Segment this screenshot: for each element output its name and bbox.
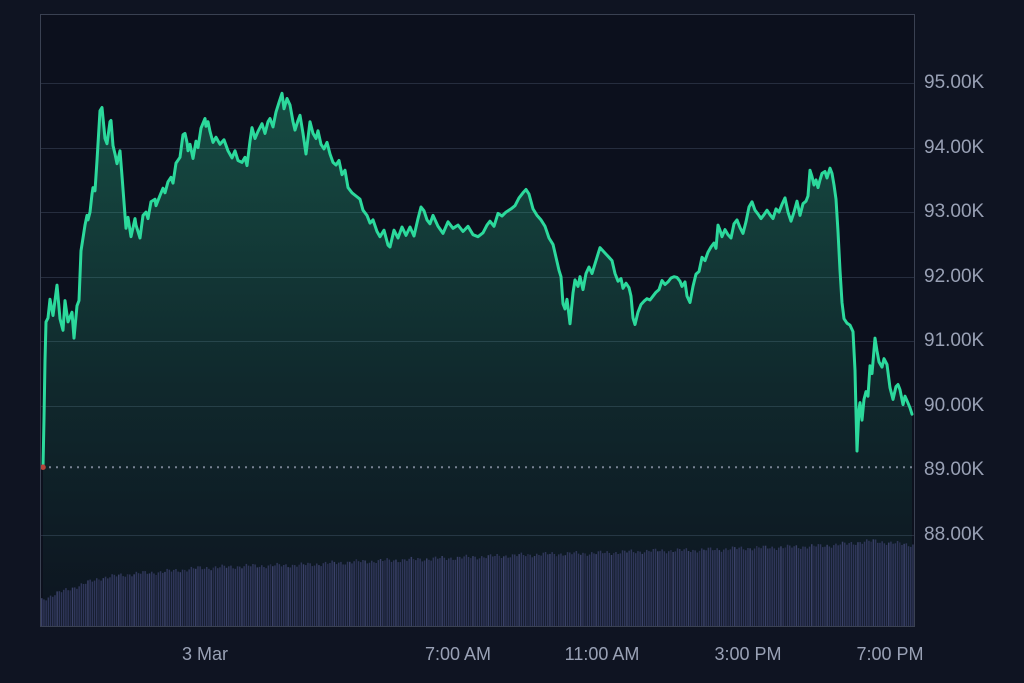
plot-frame (40, 14, 915, 627)
price-line (41, 91, 914, 469)
y-axis-label: 88.00K (924, 524, 985, 545)
x-axis-label: 3 Mar (181, 644, 228, 664)
price-area-fill (43, 93, 912, 628)
y-axis-label: 89.00K (924, 459, 985, 480)
series-start-marker (40, 464, 46, 471)
y-axis-label: 94.00K (924, 137, 985, 158)
y-axis-label: 92.00K (924, 266, 985, 287)
x-axis-label: 3:00 PM (714, 644, 782, 664)
volume-bars (41, 539, 914, 627)
y-axis-label: 93.00K (924, 201, 985, 222)
x-axis-label: 11:00 AM (564, 644, 640, 664)
y-axis-label: 95.00K (924, 72, 985, 93)
y-axis-label: 90.00K (924, 395, 985, 416)
x-axis-label: 7:00 AM (424, 644, 492, 664)
x-axis-label: 7:00 PM (856, 644, 924, 664)
y-axis-label: 91.00K (924, 330, 985, 351)
